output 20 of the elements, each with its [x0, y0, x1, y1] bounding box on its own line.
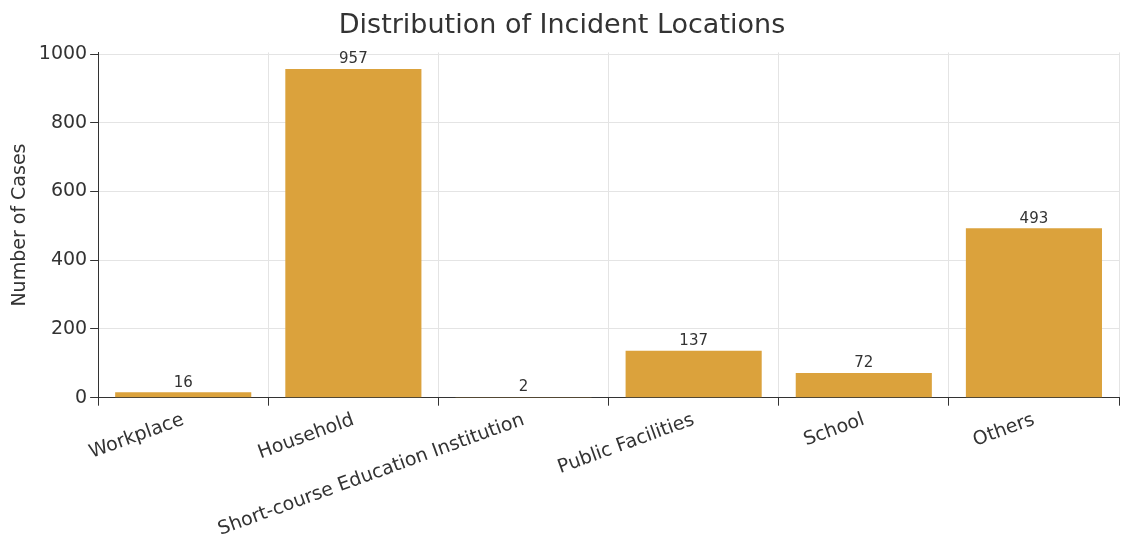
y-axis-title: Number of Cases: [7, 143, 30, 307]
data-label: 2: [518, 377, 529, 396]
y-tick-label: 1000: [38, 41, 88, 64]
bar: [625, 350, 762, 398]
bar: [285, 68, 422, 398]
y-tick-label: 400: [50, 247, 88, 270]
data-label: 493: [1019, 208, 1049, 227]
y-tick-label: 200: [50, 315, 88, 338]
data-label: 957: [339, 49, 368, 68]
data-label: 72: [854, 353, 874, 372]
bar: [115, 392, 252, 398]
data-label: 137: [679, 331, 708, 350]
y-tick-label: 800: [50, 109, 88, 132]
y-tick-label: 0: [75, 384, 88, 407]
bar: [965, 228, 1102, 398]
bar: [795, 372, 932, 398]
chart-title: Distribution of Incident Locations: [338, 8, 786, 40]
y-tick-label: 600: [50, 178, 88, 201]
data-label: 16: [173, 372, 193, 391]
x-tick-label: Others: [969, 407, 1037, 450]
